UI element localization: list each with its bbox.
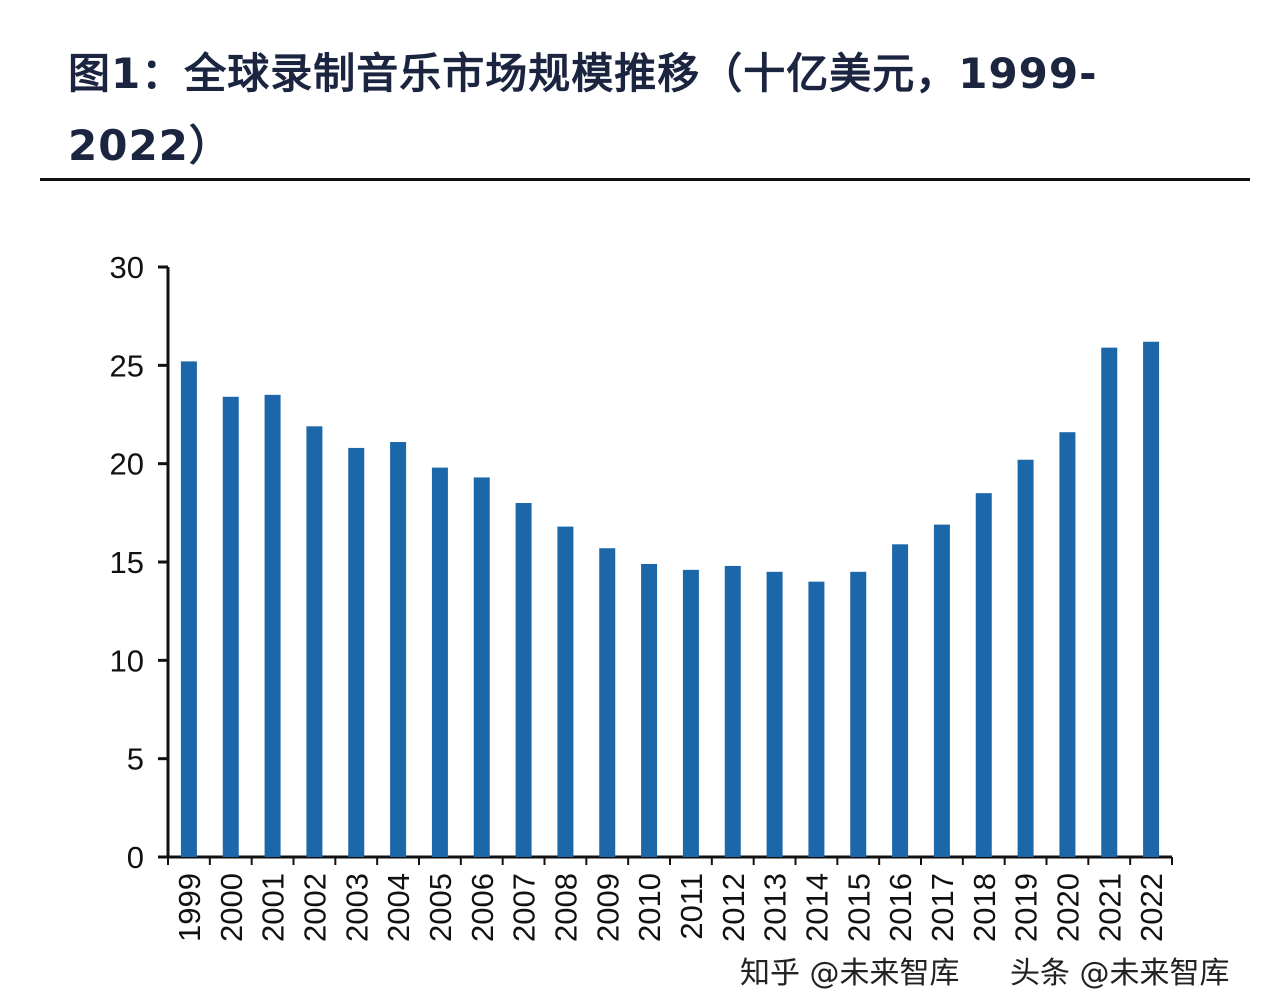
- bar-2003: [348, 447, 365, 857]
- x-tick-label: 2019: [1009, 873, 1044, 942]
- bar-2014: [808, 581, 825, 857]
- x-tick-label: 2016: [883, 873, 918, 942]
- x-tick-label: 2006: [465, 873, 500, 942]
- x-tick-label: 2020: [1050, 873, 1085, 942]
- bar-2001: [264, 394, 281, 857]
- x-tick-label: 2005: [423, 873, 458, 942]
- bar-2004: [390, 442, 407, 857]
- x-tick-label: 2011: [674, 873, 709, 940]
- y-tick-label: 5: [127, 742, 144, 777]
- y-tick-label: 30: [110, 250, 144, 285]
- bar-2021: [1101, 347, 1118, 857]
- bar-2005: [431, 467, 448, 857]
- title-divider: [40, 178, 1250, 181]
- y-tick-label: 15: [110, 545, 144, 580]
- y-tick-label: 0: [127, 840, 144, 875]
- x-tick-label: 2013: [758, 873, 793, 942]
- bar-2016: [892, 544, 909, 857]
- x-tick-label: 2000: [214, 873, 249, 942]
- x-tick-label: 2017: [925, 873, 960, 942]
- x-tick-label: 2021: [1092, 873, 1127, 942]
- x-tick-label: 2010: [632, 873, 667, 942]
- bar-2009: [599, 548, 616, 857]
- bar-2011: [682, 569, 699, 857]
- bar-2007: [515, 503, 532, 857]
- bar-2015: [850, 571, 867, 857]
- x-tick-label: 2002: [297, 873, 332, 942]
- bar-2010: [641, 563, 658, 857]
- bar-2013: [766, 571, 783, 857]
- x-tick-label: 1999: [172, 873, 207, 942]
- bar-2017: [933, 524, 950, 857]
- x-tick-label: 2009: [590, 873, 625, 942]
- x-tick-label: 2001: [256, 873, 291, 942]
- x-tick-label: 2018: [967, 873, 1002, 942]
- x-tick-label: 2015: [841, 873, 876, 942]
- y-tick-label: 20: [110, 447, 144, 482]
- x-tick-label: 2003: [339, 873, 374, 942]
- y-tick-label: 10: [110, 643, 144, 678]
- bar-2022: [1143, 341, 1160, 857]
- chart-title: 图1：全球录制音乐市场规模推移（十亿美元，1999-2022）: [68, 49, 1098, 170]
- y-tick-label: 25: [110, 348, 144, 383]
- bar-2008: [557, 526, 574, 857]
- bar-2019: [1017, 459, 1034, 857]
- x-tick-label: 2008: [548, 873, 583, 942]
- watermark-toutiao: 头条 @未来智库: [1010, 956, 1230, 991]
- watermark-zhihu: 知乎 @未来智库: [740, 956, 960, 991]
- x-tick-label: 2014: [799, 873, 834, 942]
- bar-2006: [473, 477, 490, 857]
- x-tick-label: 2022: [1134, 873, 1169, 942]
- bar-2000: [222, 396, 239, 857]
- bar-1999: [180, 361, 197, 857]
- bar-2018: [975, 493, 992, 857]
- bar-2020: [1059, 432, 1076, 857]
- x-tick-label: 2012: [716, 873, 751, 942]
- x-tick-label: 2004: [381, 873, 416, 942]
- bar-2012: [724, 565, 741, 857]
- bar-2002: [306, 426, 323, 857]
- x-tick-label: 2007: [507, 873, 542, 942]
